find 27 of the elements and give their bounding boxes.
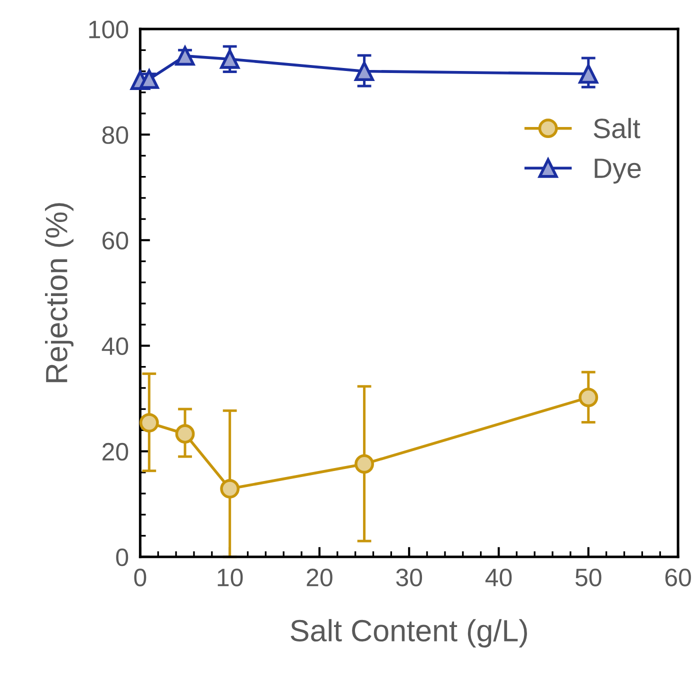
y-tick-label: 80 [102,126,128,144]
point [578,64,598,84]
y-tick-label: 20 [102,442,128,461]
point [175,46,195,66]
legend-label: Dye [594,158,641,184]
x-tick-label: 60 [665,568,691,586]
point [139,413,159,433]
x-tick-label: 50 [575,568,602,586]
point [354,454,374,474]
y-tick-label: 40 [102,337,128,356]
x-tick-label: 0 [134,568,146,586]
point [175,424,195,444]
legend-label: Salt [594,118,640,138]
y-tick-label: 0 [116,548,128,566]
y-tick-label: 60 [102,232,128,250]
x-axis-title: Salt Content (g/L) [290,619,527,648]
x-tick-label: 10 [218,568,243,586]
x-tick-label: 40 [485,568,512,586]
y-tick-label: 100 [89,20,128,38]
y-axis-title: Rejection (%) [44,203,74,382]
point [139,69,159,89]
point [220,479,240,499]
x-tick-label: 20 [306,568,332,586]
point [220,49,240,69]
point [578,388,598,408]
x-tick-label: 30 [396,568,422,586]
point [354,62,374,81]
